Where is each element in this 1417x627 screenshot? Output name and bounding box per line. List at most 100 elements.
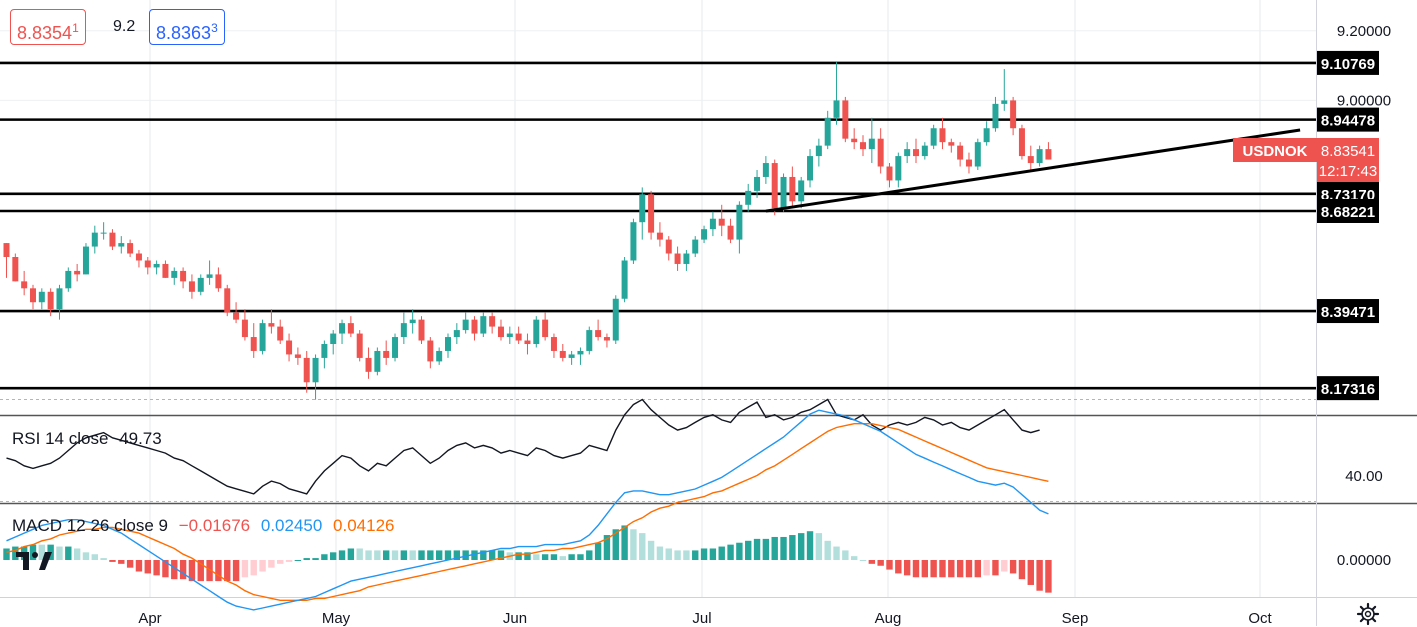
candle-body xyxy=(489,316,496,327)
ask-price-pipette: 3 xyxy=(211,21,218,35)
macd-name: MACD xyxy=(12,516,63,535)
horizontal-levels[interactable] xyxy=(0,61,1316,390)
gear-icon[interactable] xyxy=(1355,601,1381,627)
candle xyxy=(992,96,999,132)
candle-body xyxy=(3,243,10,257)
candle-body xyxy=(12,257,19,282)
macd-histogram-bar xyxy=(435,550,443,560)
candle-body xyxy=(621,260,628,299)
macd-histogram-bar xyxy=(12,546,19,560)
candle xyxy=(162,260,169,278)
rsi-legend[interactable]: RSI 14 close 49.73 xyxy=(12,429,162,449)
candle-body xyxy=(868,138,875,150)
trendline[interactable] xyxy=(765,128,1301,213)
tradingview-logo-icon[interactable] xyxy=(14,546,54,574)
macd-histogram-bar xyxy=(1009,560,1017,574)
macd-histogram-bar xyxy=(91,554,98,560)
candle xyxy=(259,319,266,355)
macd-histogram-bar xyxy=(709,548,717,560)
ask-price-box[interactable]: 8.83633 xyxy=(149,9,225,45)
candle-body xyxy=(577,350,584,355)
candle-body xyxy=(851,138,858,143)
macd-histogram-bar xyxy=(259,560,266,572)
candle xyxy=(365,347,372,379)
macd-histogram-bar xyxy=(3,548,10,560)
candle xyxy=(497,319,504,341)
macd-histogram-bar xyxy=(983,560,990,576)
macd-histogram-bar xyxy=(144,560,151,574)
macd-histogram-bar xyxy=(524,552,531,560)
candle xyxy=(3,243,10,278)
candle-body xyxy=(674,253,681,264)
candle-body xyxy=(418,319,425,341)
level-axis-label-bg xyxy=(1317,299,1379,324)
candle-body xyxy=(1045,149,1052,160)
candle xyxy=(215,267,222,292)
bid-price-box[interactable]: 8.83541 xyxy=(10,9,86,45)
candle xyxy=(445,333,451,358)
candle xyxy=(665,236,672,261)
level-axis-label: 8.39471 xyxy=(1321,304,1375,321)
macd-histogram-bar xyxy=(391,550,399,560)
macd-histogram-bar xyxy=(330,552,337,560)
price-axis[interactable]: 9.107698.944788.731708.682218.394718.173… xyxy=(1317,23,1391,569)
candle xyxy=(471,316,478,341)
candle xyxy=(100,222,107,240)
macd-histogram-bar xyxy=(206,560,213,582)
candle-body xyxy=(233,312,240,320)
candle xyxy=(1001,69,1008,111)
candle xyxy=(868,117,875,164)
macd-line xyxy=(6,409,1049,611)
candle xyxy=(568,350,575,365)
time-tick-label: Jul xyxy=(692,610,711,626)
candle-body xyxy=(135,253,142,261)
macd-histogram-bar xyxy=(868,560,876,564)
macd-histogram-bar xyxy=(400,550,408,560)
macd-histogram-bar xyxy=(603,535,611,560)
macd-histogram-bar xyxy=(480,550,487,560)
macd-histogram-bar xyxy=(912,560,920,578)
macd-histogram-bar xyxy=(815,533,823,560)
macd-histogram-bar xyxy=(806,531,814,560)
candle-body xyxy=(1018,128,1025,157)
candle xyxy=(860,135,867,157)
macd-histogram-bar xyxy=(153,560,160,576)
symbol-tag-name: USDNOK xyxy=(1242,143,1307,160)
candle-body xyxy=(639,194,646,223)
level-axis-label-bg xyxy=(1317,198,1379,223)
candle xyxy=(930,124,937,150)
symbol-tag-bg xyxy=(1233,138,1317,162)
candle xyxy=(754,170,761,198)
macd-histogram-bar xyxy=(356,548,363,560)
level-axis-label-bg xyxy=(1317,107,1379,132)
candle xyxy=(118,236,125,254)
candle xyxy=(674,246,681,271)
candle-body xyxy=(736,204,743,240)
candle-body xyxy=(648,194,655,233)
candle-body xyxy=(127,243,134,254)
candle xyxy=(506,326,513,344)
time-axis[interactable]: Apr May Jun Jul Aug Sep Oct xyxy=(138,610,1272,626)
candle-body xyxy=(860,142,867,150)
candle-body xyxy=(197,277,204,292)
candle-body xyxy=(701,229,708,240)
candle-body xyxy=(144,260,151,268)
bar-countdown: 12:17:43 xyxy=(1319,163,1377,180)
macd-histogram-bar xyxy=(700,548,708,560)
candle xyxy=(347,316,354,338)
candle-body xyxy=(436,350,443,362)
trendline-segment[interactable] xyxy=(765,128,1301,213)
candle xyxy=(683,250,690,271)
rsi-line xyxy=(6,398,1040,495)
candle xyxy=(1018,124,1025,160)
macd-legend[interactable]: MACD 12 26 close 9 −0.01676 0.02450 0.04… xyxy=(12,516,395,536)
macd-histogram-bar xyxy=(647,540,655,560)
candle xyxy=(974,138,981,170)
candle xyxy=(409,309,416,334)
macd-histogram-bar xyxy=(1027,560,1034,585)
candle-body xyxy=(91,232,98,247)
macd-histogram-bar xyxy=(241,560,249,578)
candle-body xyxy=(921,145,928,157)
candle xyxy=(639,187,646,240)
